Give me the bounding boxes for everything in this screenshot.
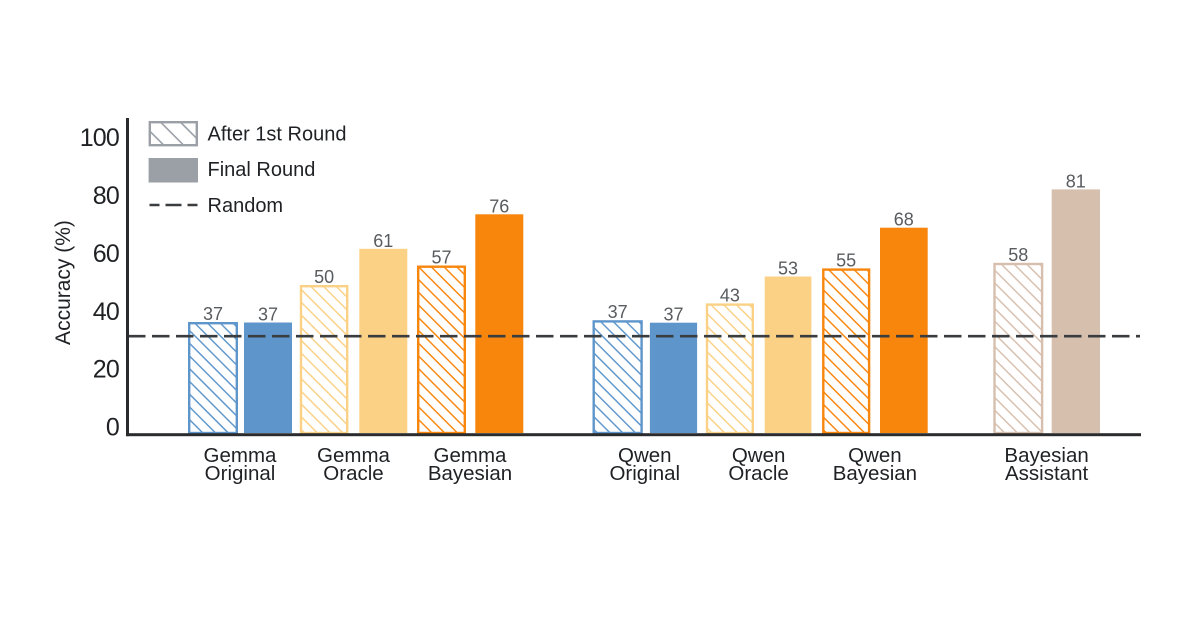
- svg-text:Bayesian: Bayesian: [833, 462, 917, 485]
- svg-text:Gemma: Gemma: [204, 444, 278, 467]
- svg-text:37: 37: [203, 304, 223, 324]
- svg-text:68: 68: [894, 210, 914, 230]
- svg-text:37: 37: [608, 302, 628, 322]
- svg-text:Assistant: Assistant: [1005, 462, 1088, 485]
- svg-text:76: 76: [489, 196, 509, 216]
- svg-text:Original: Original: [205, 462, 276, 485]
- svg-text:80: 80: [93, 182, 119, 210]
- svg-text:40: 40: [93, 298, 119, 326]
- svg-text:43: 43: [720, 285, 740, 305]
- svg-text:Gemma: Gemma: [317, 444, 391, 467]
- svg-text:Gemma: Gemma: [434, 444, 508, 467]
- svg-text:Oracle: Oracle: [728, 462, 788, 485]
- svg-text:37: 37: [258, 305, 278, 325]
- svg-text:58: 58: [1008, 245, 1028, 265]
- svg-text:Accuracy (%): Accuracy (%): [52, 220, 75, 345]
- svg-text:20: 20: [93, 356, 119, 384]
- svg-text:57: 57: [431, 248, 451, 268]
- svg-text:100: 100: [80, 124, 119, 152]
- svg-text:Original: Original: [609, 462, 680, 485]
- svg-text:53: 53: [778, 259, 798, 279]
- svg-text:Final Round: Final Round: [208, 159, 316, 181]
- svg-text:50: 50: [314, 267, 334, 287]
- svg-text:81: 81: [1066, 171, 1086, 191]
- svg-text:Qwen: Qwen: [848, 444, 902, 467]
- svg-text:Qwen: Qwen: [732, 444, 786, 467]
- svg-text:Bayesian: Bayesian: [428, 462, 512, 485]
- svg-text:0: 0: [106, 414, 119, 442]
- svg-text:Oracle: Oracle: [323, 462, 383, 485]
- svg-text:37: 37: [663, 305, 683, 325]
- svg-text:61: 61: [373, 231, 393, 251]
- svg-text:60: 60: [93, 240, 119, 268]
- svg-text:Bayesian: Bayesian: [1004, 444, 1088, 467]
- svg-text:After 1st Round: After 1st Round: [208, 124, 347, 146]
- svg-text:Qwen: Qwen: [618, 444, 672, 467]
- svg-text:Random: Random: [208, 195, 284, 217]
- svg-text:55: 55: [836, 250, 856, 270]
